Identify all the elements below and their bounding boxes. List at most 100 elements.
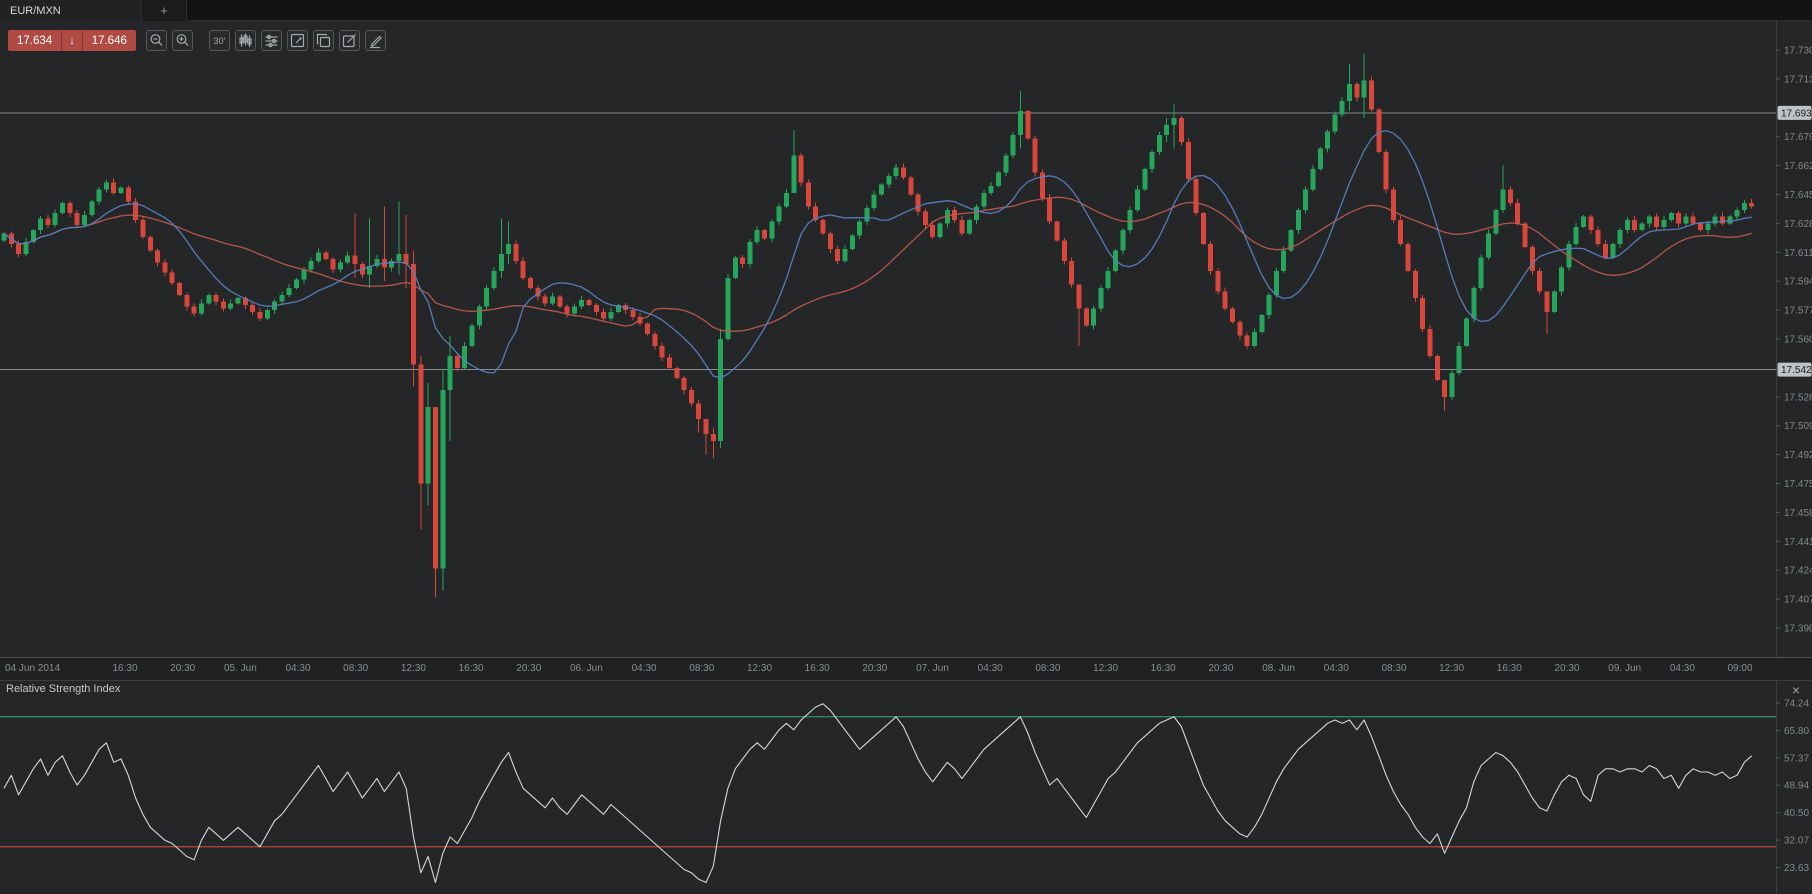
duplicate-chart-icon: [316, 33, 330, 48]
svg-text:17.693: 17.693: [1781, 108, 1812, 119]
expand-chart-icon: [290, 33, 304, 48]
svg-text:17.577: 17.577: [1784, 306, 1812, 317]
time-axis-label: 04:30: [1323, 663, 1349, 674]
rsi-chart[interactable]: 74.24 65.80 57.37 48.94 40.50 32.07 23.63: [0, 680, 1812, 894]
svg-text:23.63: 23.63: [1784, 863, 1809, 874]
zoom-out-button[interactable]: [145, 30, 167, 51]
indicator-settings-icon: [265, 34, 278, 48]
time-axis-label: 12:30: [400, 663, 426, 674]
indicator-settings-button[interactable]: [260, 30, 282, 51]
time-axis-label: 04:30: [977, 663, 1003, 674]
time-axis-label: 08:30: [343, 663, 369, 674]
price-chart-panel: 17.730 17.713 17.679 17.662 17.645 17.628 17.6…: [0, 21, 1812, 657]
svg-text:17.475: 17.475: [1784, 479, 1812, 490]
svg-text:17.526: 17.526: [1784, 392, 1812, 403]
toolbar-buttons: 30': [145, 30, 386, 51]
time-axis-label: 05. Jun: [223, 663, 257, 674]
svg-text:17.730: 17.730: [1784, 46, 1812, 57]
chart-type-candles-button[interactable]: [234, 30, 256, 51]
zoom-out-icon: [150, 34, 163, 46]
svg-text:17.679: 17.679: [1784, 132, 1812, 143]
tab-eurmxn[interactable]: EUR/MXN: [0, 0, 142, 21]
time-axis-label: 20:30: [170, 663, 196, 674]
expand-chart-button[interactable]: [286, 30, 308, 51]
price-level-lines: 17.693 17.542: [0, 105, 1812, 377]
time-axis-label: 16:30: [1496, 663, 1522, 674]
bid-price: 17.634: [17, 34, 53, 47]
svg-text:17.594: 17.594: [1784, 277, 1812, 288]
moving-average-line: [3, 196, 1752, 333]
time-axis-label: 20:30: [516, 663, 542, 674]
svg-text:74.24: 74.24: [1784, 699, 1809, 710]
duplicate-chart-button[interactable]: [312, 30, 334, 51]
svg-text:17.492: 17.492: [1784, 450, 1812, 461]
time-axis-label: 12:30: [1093, 663, 1119, 674]
quote-pill[interactable]: 17.634 ↓ 17.646: [8, 30, 136, 51]
chart-toolbar: 17.634 ↓ 17.646 30': [8, 30, 386, 51]
time-axis-label: 16:30: [112, 663, 138, 674]
time-axis-label: 06. Jun: [569, 663, 603, 674]
rsi-title: Relative Strength Index: [6, 683, 121, 695]
new-tab-button[interactable]: +: [142, 0, 187, 21]
time-axis-label: 12:30: [1439, 663, 1465, 674]
edit-chart-button[interactable]: [338, 30, 360, 51]
timeframe-label: 30': [213, 35, 226, 46]
time-axis-label: 08:30: [1381, 663, 1407, 674]
time-axis-label: 04 Jun 2014: [5, 663, 61, 674]
svg-text:17.424: 17.424: [1784, 566, 1812, 577]
svg-text:17.509: 17.509: [1784, 421, 1812, 432]
draw-tools-button[interactable]: [364, 30, 386, 51]
moving-average-line: [3, 129, 1752, 379]
time-axis-label: 09:00: [1727, 663, 1753, 674]
tab-bar: EUR/MXN +: [0, 0, 1812, 21]
rsi-close-button[interactable]: ×: [1791, 682, 1800, 698]
time-axis: 04 Jun 2014 16:30 20:30 05. Jun 04:30 08:30 12…: [0, 657, 1812, 680]
tabbar-spacer: [187, 0, 1812, 21]
svg-text:17.390: 17.390: [1784, 624, 1812, 635]
svg-text:57.37: 57.37: [1784, 753, 1809, 764]
svg-text:32.07: 32.07: [1784, 836, 1809, 847]
svg-text:17.611: 17.611: [1784, 248, 1812, 259]
svg-text:17.628: 17.628: [1784, 219, 1812, 230]
time-axis-label: 20:30: [862, 663, 888, 674]
edit-chart-icon: [342, 33, 357, 48]
ask-price: 17.646: [91, 34, 127, 47]
svg-text:17.458: 17.458: [1784, 508, 1812, 519]
timeframe-30m-button[interactable]: 30': [208, 30, 230, 51]
time-axis-label: 04:30: [631, 663, 657, 674]
zoom-in-icon: [176, 34, 189, 46]
draw-tools-icon: [369, 35, 382, 49]
rsi-panel: 74.24 65.80 57.37 48.94 40.50 32.07 23.63 Rela…: [0, 680, 1812, 894]
svg-text:17.713: 17.713: [1784, 74, 1812, 85]
rsi-axis: 74.24 65.80 57.37 48.94 40.50 32.07 23.63: [1776, 699, 1809, 874]
time-axis-label: 16:30: [458, 663, 484, 674]
plus-icon: +: [160, 3, 168, 18]
time-axis-label: 07. Jun: [916, 663, 949, 674]
svg-text:17.407: 17.407: [1784, 595, 1812, 606]
zoom-in-button[interactable]: [171, 30, 193, 51]
svg-text:17.441: 17.441: [1784, 537, 1812, 548]
time-axis-label: 08. Jun: [1262, 663, 1295, 674]
time-axis-label: 09. Jun: [1608, 663, 1642, 674]
svg-text:48.94: 48.94: [1784, 781, 1809, 792]
price-direction-down-icon: ↓: [61, 30, 83, 51]
time-axis-label: 16:30: [804, 663, 830, 674]
svg-text:40.50: 40.50: [1784, 808, 1809, 819]
svg-text:17.542: 17.542: [1781, 365, 1812, 376]
time-axis-label: 12:30: [746, 663, 773, 674]
chart-type-candles-icon: [239, 33, 252, 47]
time-axis-label: 20:30: [1554, 663, 1580, 674]
price-axis: 17.730 17.713 17.679 17.662 17.645 17.628 17.6…: [1776, 46, 1812, 635]
svg-text:17.560: 17.560: [1784, 335, 1812, 346]
candlestick-chart[interactable]: 17.73017.71317.67917.66217.64517.62817.6…: [0, 21, 1812, 657]
time-axis-label: 04:30: [1669, 663, 1695, 674]
tab-eurmxn-label: EUR/MXN: [10, 4, 61, 17]
svg-text:17.662: 17.662: [1784, 161, 1812, 172]
time-axis-label: 16:30: [1150, 663, 1176, 674]
time-axis-label: 08:30: [1035, 663, 1061, 674]
svg-text:17.645: 17.645: [1784, 190, 1812, 201]
rsi-value-line: [3, 703, 1753, 884]
svg-text:65.80: 65.80: [1784, 726, 1809, 737]
time-axis-label: 08:30: [689, 663, 715, 674]
